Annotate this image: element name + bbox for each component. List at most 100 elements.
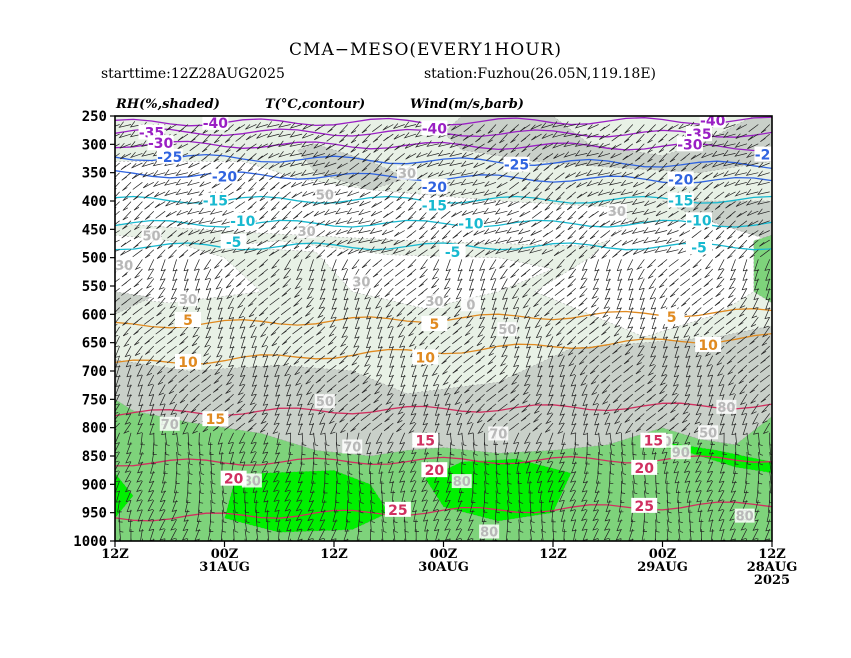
- wind-barb: [134, 345, 143, 356]
- wind-barb: [429, 249, 440, 259]
- wind-barb: [757, 170, 770, 177]
- x-tick-label: 12Z: [539, 547, 567, 562]
- wind-barb: [737, 220, 748, 229]
- wind-barb: [670, 297, 679, 308]
- wind-barb: [578, 210, 588, 220]
- wind-barb: [707, 365, 714, 377]
- wind-barb: [678, 529, 682, 541]
- wind-barb: [349, 374, 360, 384]
- wind-barb: [666, 480, 671, 494]
- wind-barb: [248, 307, 257, 318]
- wind-barb: [237, 393, 246, 404]
- wind-barb: [644, 191, 656, 198]
- wind-barb: [632, 480, 638, 495]
- wind-barb: [487, 355, 497, 365]
- wind-barb: [631, 190, 645, 197]
- temperature-label-text: 15: [416, 434, 435, 450]
- wind-barb: [365, 432, 371, 445]
- wind-barb: [134, 220, 143, 231]
- wind-barb: [370, 519, 375, 533]
- wind-barb: [341, 259, 349, 271]
- wind-barb: [671, 384, 679, 396]
- wind-barb: [657, 124, 668, 133]
- wind-barb: [178, 124, 189, 133]
- wind-barb: [183, 259, 189, 272]
- wind-barb: [614, 413, 622, 425]
- wind-barb: [479, 268, 486, 281]
- wind-barb: [338, 403, 348, 413]
- wind-barb: [223, 182, 234, 190]
- wind-barb: [727, 249, 736, 259]
- wind-barb: [646, 162, 656, 172]
- wind-barb: [460, 188, 474, 196]
- wind-barb: [397, 326, 406, 338]
- wind-barb: [621, 471, 626, 485]
- wind-barb: [467, 519, 474, 531]
- rh-label-text: 50: [316, 188, 334, 203]
- temperature-label-box: [220, 470, 247, 486]
- wind-barb: [228, 355, 234, 368]
- wind-barb: [148, 519, 155, 532]
- wind-barb: [141, 161, 154, 168]
- wind-barb: [557, 422, 565, 435]
- wind-barb: [143, 316, 155, 325]
- wind-barb: [354, 288, 360, 300]
- wind-barb: [316, 316, 326, 327]
- wind-barb: [623, 365, 634, 374]
- wind-barb: [723, 123, 736, 130]
- wind-barb: [694, 471, 702, 483]
- rh-label: 30: [606, 203, 627, 220]
- wind-barb: [751, 307, 759, 319]
- wind-barb: [680, 278, 691, 287]
- wind-barb: [508, 182, 520, 190]
- wind-barb: [120, 249, 132, 256]
- wind-barb: [397, 413, 405, 424]
- wind-barb: [226, 288, 234, 300]
- wind-barb: [240, 326, 246, 339]
- temperature-label: -20: [421, 178, 448, 196]
- wind-barb: [531, 268, 542, 277]
- wind-barb: [547, 471, 554, 483]
- wind-barb: [700, 529, 704, 541]
- wind-barb: [609, 432, 615, 447]
- wind-barb: [568, 268, 577, 279]
- wind-barb: [511, 288, 520, 300]
- wind-barb: [555, 316, 565, 326]
- wind-barb: [223, 422, 234, 431]
- wind-barb: [647, 365, 656, 376]
- wind-barb: [227, 432, 234, 445]
- wind-barb: [593, 268, 599, 281]
- wind-barb: [270, 220, 280, 230]
- wind-barb: [594, 422, 600, 436]
- temperature-label-text: -40: [700, 114, 726, 130]
- wind-barb: [741, 278, 748, 291]
- wind-barb: [662, 451, 668, 464]
- wind-barb: [282, 345, 291, 356]
- wind-barb: [270, 210, 280, 221]
- wind-barb: [610, 143, 622, 151]
- wind-barb: [463, 124, 474, 133]
- wind-barb: [543, 278, 554, 287]
- wind-barb: [516, 461, 521, 474]
- wind-barb: [715, 210, 725, 221]
- wind-barb: [186, 198, 200, 205]
- wind-barb: [565, 182, 576, 190]
- wind-barb: [361, 259, 371, 269]
- wind-barb: [456, 500, 463, 512]
- wind-barb: [689, 509, 694, 523]
- wind-barb: [398, 451, 406, 464]
- wind-barb: [757, 432, 763, 446]
- wind-barb: [270, 191, 280, 201]
- wind-barb: [347, 461, 353, 475]
- wind-barb: [706, 480, 714, 493]
- wind-barb: [238, 307, 246, 319]
- wind-barb: [358, 509, 363, 523]
- wind-barb: [624, 422, 634, 434]
- wind-barb: [407, 316, 417, 327]
- wind-barb: [678, 519, 684, 533]
- wind-barb: [208, 432, 213, 445]
- wind-barb: [226, 365, 234, 377]
- wind-barb: [680, 153, 691, 162]
- wind-barb: [302, 201, 314, 208]
- wind-barb: [259, 316, 269, 327]
